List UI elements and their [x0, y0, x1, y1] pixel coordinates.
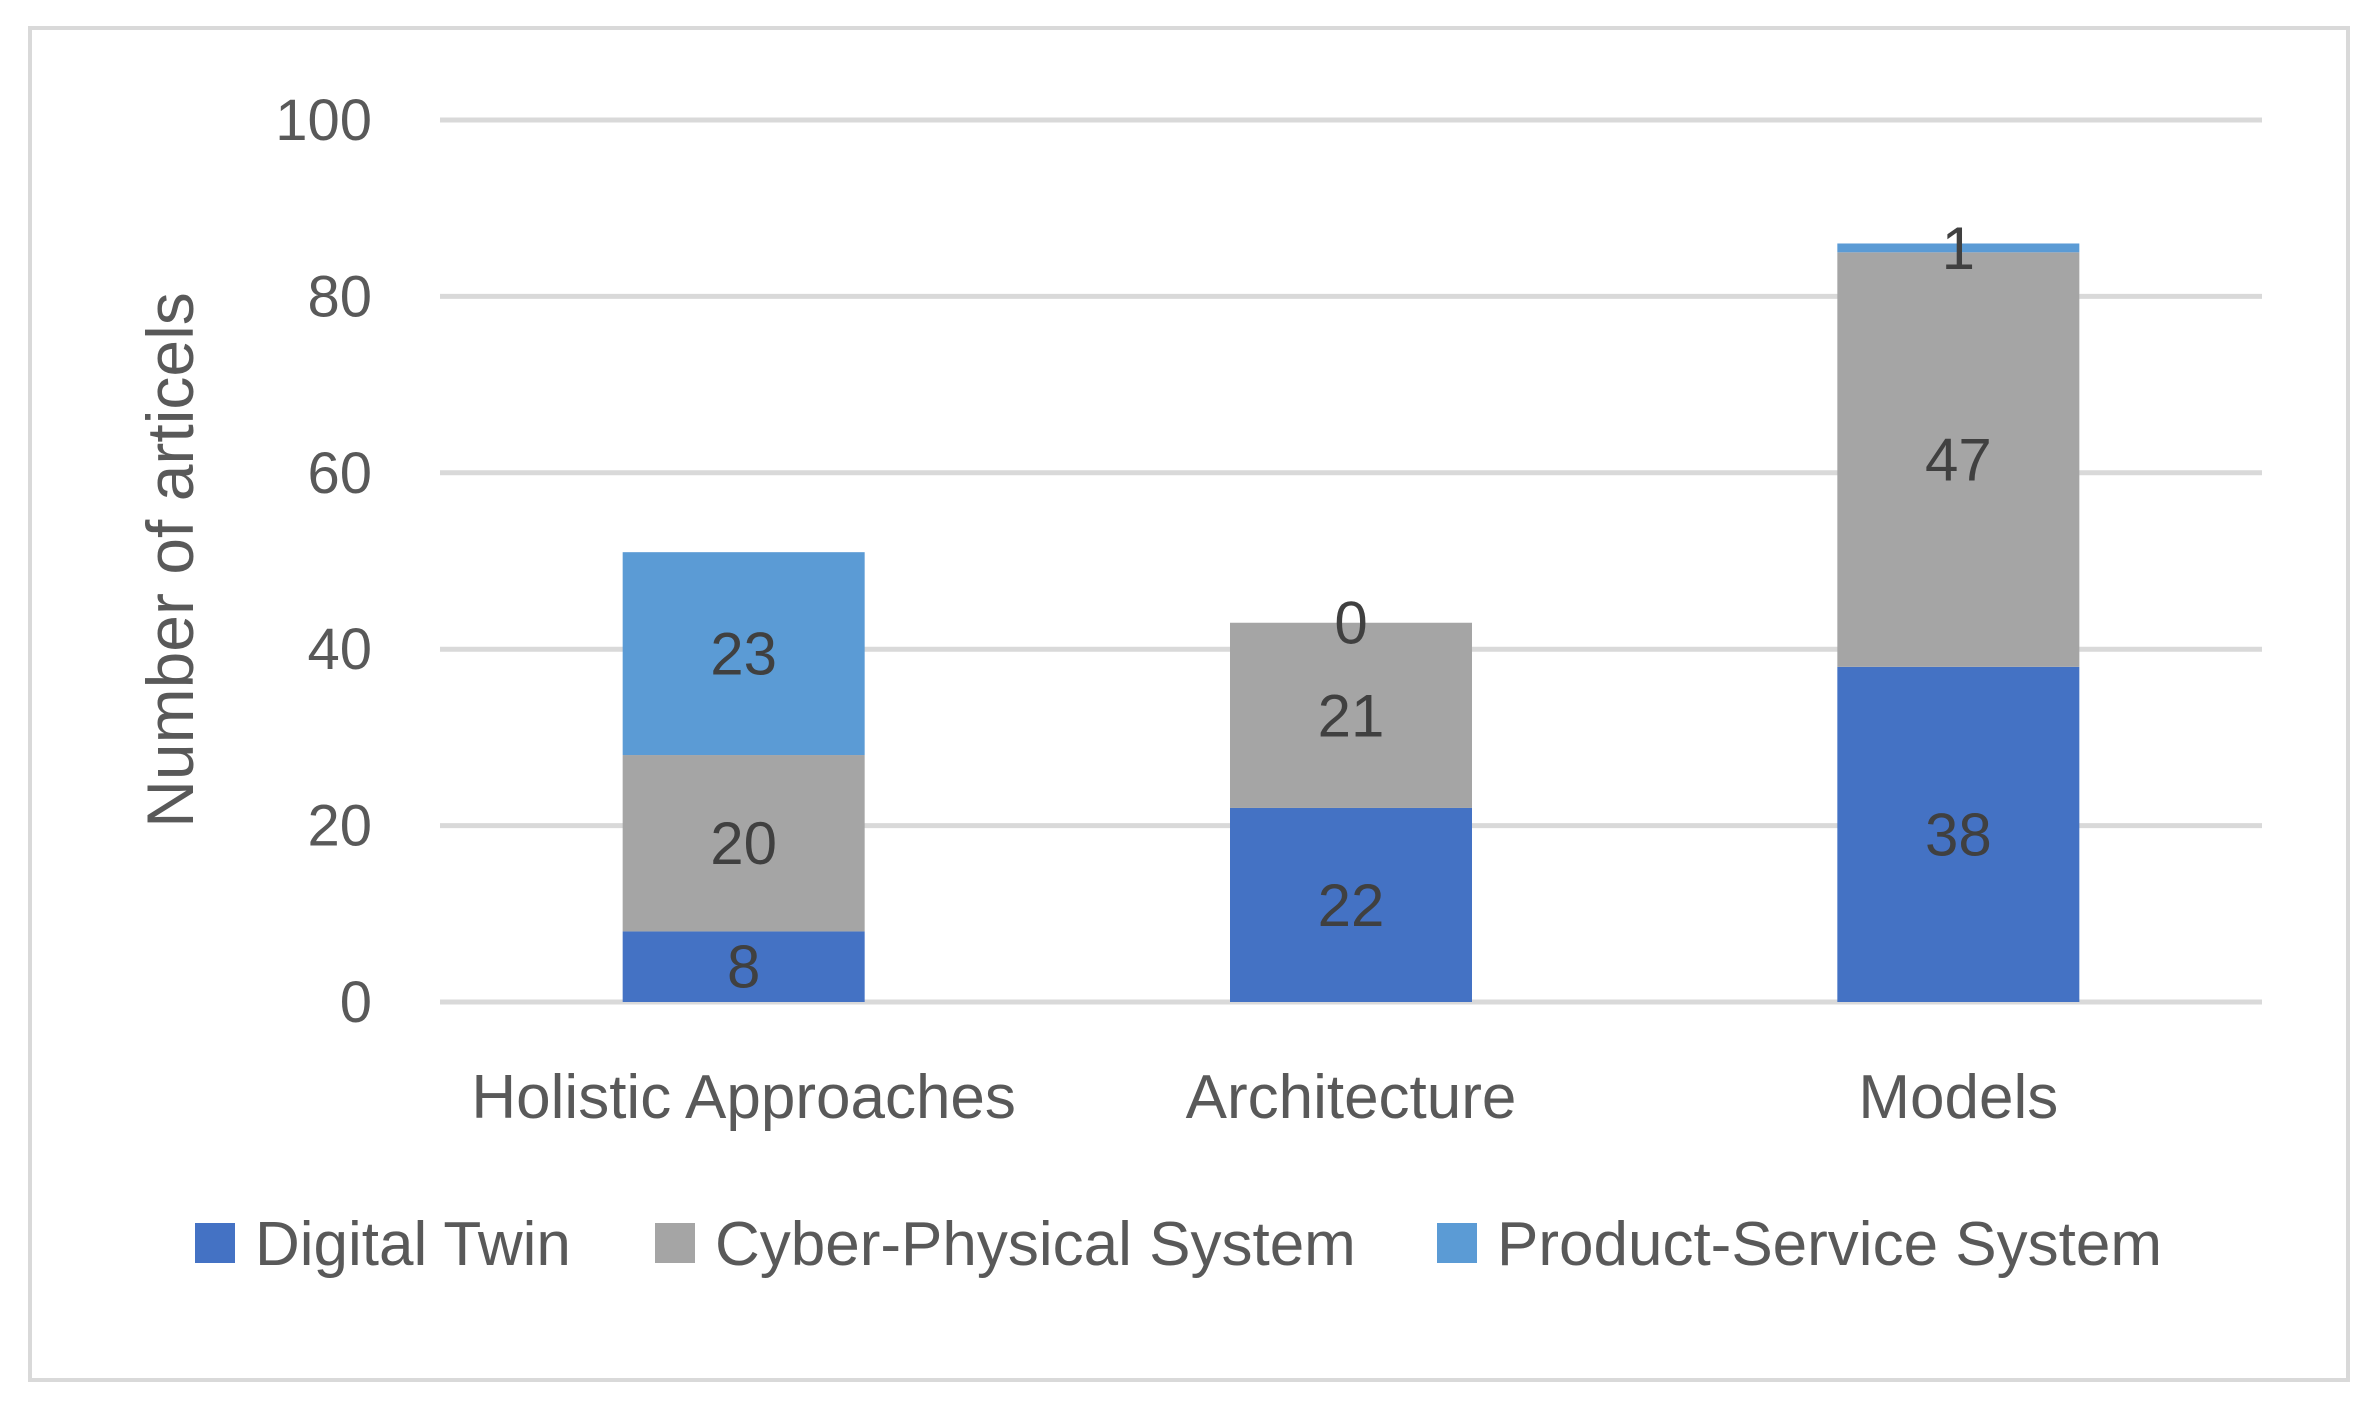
legend-label: Cyber-Physical System — [715, 1210, 1356, 1279]
x-category-label: Models — [1858, 1063, 2058, 1132]
data-labels: 8 20 23 22 21 0 38 47 1 — [710, 215, 1991, 1001]
bar-segment — [622, 755, 865, 932]
x-category-label: Holistic Approaches — [471, 1063, 1016, 1132]
data-label: 1 — [1942, 215, 1975, 282]
y-axis-ticks: 0 20 40 60 80 100 — [275, 88, 372, 1035]
y-tick-label: 60 — [307, 441, 372, 506]
y-tick-label: 40 — [307, 617, 372, 682]
x-axis-categories: Holistic Approaches Architecture Models — [471, 1063, 2058, 1132]
bar-segment — [1837, 252, 2080, 667]
data-label: 47 — [1925, 427, 1992, 494]
bar-segment — [622, 931, 865, 1002]
bar-segment — [622, 552, 865, 756]
data-label: 20 — [710, 810, 777, 877]
legend-label: Product-Service System — [1497, 1210, 2162, 1279]
y-tick-label: 80 — [307, 264, 372, 329]
legend-swatch — [1437, 1223, 1477, 1263]
data-label: 38 — [1925, 801, 1992, 868]
data-label: 8 — [727, 934, 760, 1001]
legend: Digital Twin Cyber-Physical System Product… — [195, 1210, 2162, 1279]
bar-segment — [1230, 622, 1472, 808]
data-label: 22 — [1318, 872, 1385, 939]
data-label: 23 — [710, 621, 777, 688]
bar-segment — [1837, 666, 2080, 1002]
bar-segment — [1837, 243, 2080, 253]
legend-label: Digital Twin — [255, 1210, 571, 1279]
y-tick-label: 0 — [340, 970, 372, 1035]
data-label: 0 — [1334, 590, 1367, 657]
bar-segment — [1230, 807, 1472, 1002]
legend-swatch — [195, 1223, 235, 1263]
data-label: 21 — [1318, 682, 1385, 749]
y-tick-label: 20 — [307, 794, 372, 859]
y-axis-title: Number of articels — [133, 292, 207, 828]
y-tick-label: 100 — [275, 88, 372, 153]
legend-swatch — [655, 1223, 695, 1263]
x-category-label: Architecture — [1186, 1063, 1517, 1132]
bars — [622, 243, 2080, 1002]
